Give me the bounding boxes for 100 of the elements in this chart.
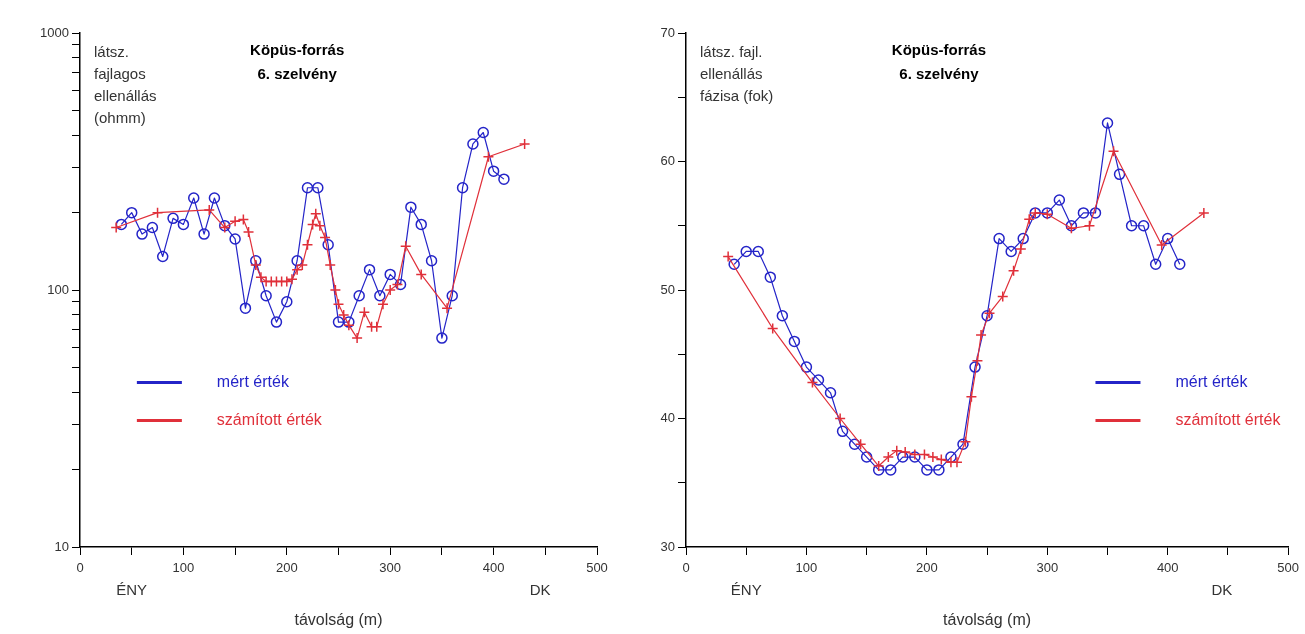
point [921,464,933,476]
point [1083,220,1096,232]
point [337,309,350,321]
point [1077,207,1090,219]
point [310,208,322,220]
point [1113,168,1126,181]
point [110,221,122,234]
text: Köpüs-forrás [250,40,345,58]
point [115,218,128,231]
point [918,448,931,461]
legend-label: számított érték [216,410,323,428]
point [167,212,179,225]
point [319,231,331,244]
point [776,309,789,322]
point [740,245,752,258]
legend-label: mért érték [1175,372,1249,390]
point [270,316,283,328]
point [1005,245,1017,258]
point [1137,220,1150,232]
point [405,201,417,213]
point [722,250,734,263]
x-tick-label: 400 [1156,560,1179,576]
point [312,181,324,194]
point [291,263,303,276]
point [371,320,383,333]
point [836,425,849,438]
y-tick-label: 40 [660,410,675,426]
point [301,181,314,194]
point [324,259,336,271]
point [306,218,319,231]
point [436,332,448,344]
point [1053,194,1066,206]
point [281,296,293,308]
y-tick-label: 70 [660,24,675,40]
point [945,451,957,463]
point [281,275,293,288]
point [187,192,200,204]
point [363,263,376,276]
point [296,259,309,271]
point [351,332,363,344]
point [477,126,490,139]
point [136,228,148,240]
point [1023,213,1035,226]
point [872,460,885,472]
x-tick-label: 400 [482,560,505,576]
point [800,361,813,373]
y-tick-label: 60 [660,153,675,169]
y-tick-label: 30 [660,538,675,554]
y-axis-title: látsz. fajlagos ellenállás (ohmm) [94,42,157,126]
y-tick-label: 1000 [40,24,69,40]
point [728,258,740,271]
point [1125,220,1138,232]
point [374,289,386,302]
point [1089,207,1102,219]
point [467,138,479,150]
point [242,226,255,238]
point [151,206,164,219]
point [425,254,438,267]
text: ÉNY [730,580,762,598]
point [1161,232,1174,245]
point [177,218,190,231]
legend-label: mért érték [216,372,290,390]
point [146,221,159,234]
point [766,322,779,335]
x-tick-label: 0 [682,560,690,576]
point [927,451,939,463]
y-tick-label: 10 [54,538,69,554]
point [329,284,342,296]
point [384,284,396,296]
point [250,259,262,271]
point [1107,145,1120,157]
point [1155,239,1168,251]
x-tick-label: 0 [76,560,84,576]
text: Köpüs-forrás [891,40,986,58]
point [358,306,371,318]
point [415,268,427,281]
x-tick-label: 200 [275,560,298,576]
point [854,438,867,450]
text: 6. szelvény [257,64,338,82]
x-tick-label: 300 [379,560,402,576]
point [971,354,984,367]
point [332,298,345,311]
point [872,464,885,476]
y-tick-label: 100 [47,281,69,297]
point [229,215,241,228]
point [812,374,825,386]
x-tick-label: 100 [172,560,195,576]
point [301,239,314,251]
point [1174,258,1186,271]
point [156,250,169,263]
point [882,451,895,463]
point [951,456,963,468]
point [487,165,500,177]
point [848,438,861,450]
point [332,316,345,328]
point [897,451,909,463]
point [764,271,777,283]
y-axis-title: látsz. fajl. ellenállás fázisa (fok) [700,42,774,104]
point [286,273,298,286]
point [806,376,819,389]
